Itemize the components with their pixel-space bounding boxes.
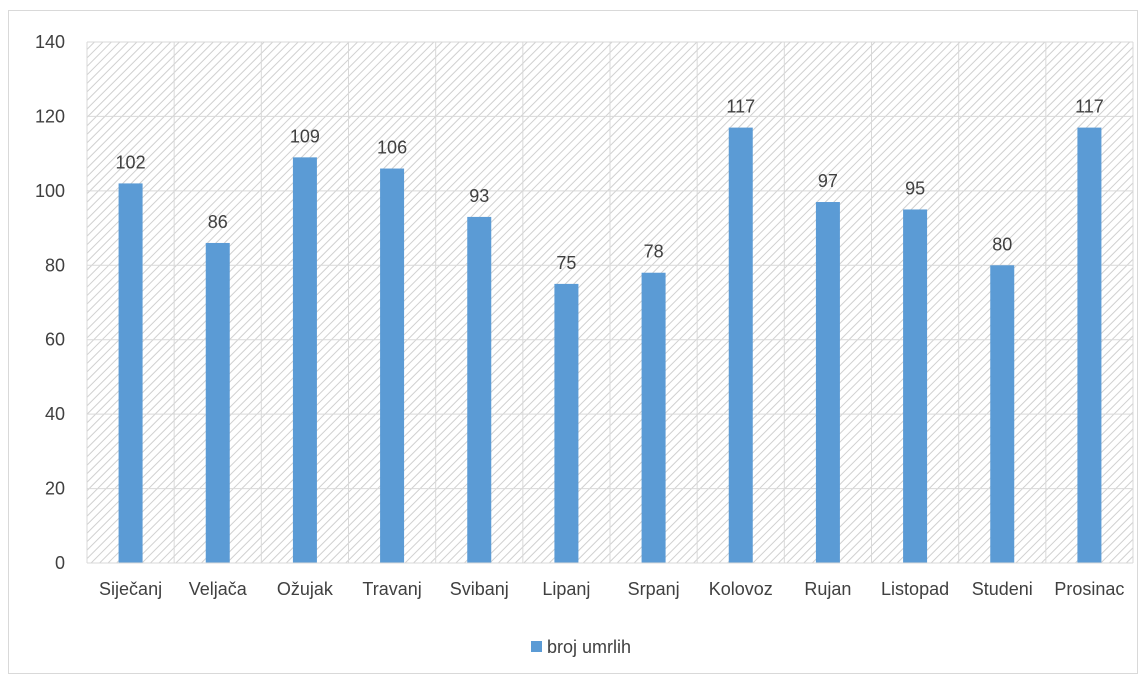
data-label: 93 — [469, 186, 489, 206]
legend-label: broj umrlih — [547, 637, 631, 657]
legend-swatch — [531, 641, 542, 652]
bar — [990, 265, 1015, 563]
data-label: 109 — [290, 126, 320, 146]
bar — [554, 283, 579, 563]
bar — [1077, 127, 1102, 563]
data-label: 86 — [208, 212, 228, 232]
data-label: 95 — [905, 178, 925, 198]
bar — [728, 127, 753, 563]
y-tick-label: 100 — [35, 181, 65, 201]
data-labels: 102 86 109 106 93 75 78 117 97 95 80 117 — [116, 97, 1104, 273]
gridlines — [86, 41, 1134, 564]
data-label: 106 — [377, 138, 407, 158]
bar — [815, 202, 840, 563]
data-label: 102 — [116, 152, 146, 172]
x-tick-label: Ožujak — [277, 579, 334, 599]
x-tick-label: Rujan — [804, 579, 851, 599]
data-label: 80 — [992, 234, 1012, 254]
bar — [205, 242, 230, 563]
data-label: 75 — [556, 253, 576, 273]
y-tick-label: 120 — [35, 106, 65, 126]
y-tick-label: 140 — [35, 32, 65, 52]
y-tick-label: 80 — [45, 255, 65, 275]
x-tick-label: Siječanj — [99, 579, 162, 599]
data-label: 78 — [644, 242, 664, 262]
x-tick-label: Veljača — [189, 579, 248, 599]
y-axis: 0 20 40 60 80 100 120 140 — [35, 32, 65, 573]
y-tick-label: 20 — [45, 479, 65, 499]
data-label: 97 — [818, 171, 838, 191]
bar — [118, 183, 143, 563]
bar — [467, 216, 492, 563]
x-tick-label: Travanj — [362, 579, 421, 599]
x-axis: Siječanj Veljača Ožujak Travanj Svibanj Lipan… — [87, 562, 1133, 599]
legend: broj umrlih — [531, 637, 631, 657]
y-tick-label: 0 — [55, 553, 65, 573]
x-tick-label: Studeni — [972, 579, 1033, 599]
y-tick-label: 40 — [45, 404, 65, 424]
x-tick-label: Svibanj — [450, 579, 509, 599]
bar — [903, 209, 928, 563]
bar — [641, 272, 666, 563]
data-label: 117 — [1075, 97, 1104, 117]
bars — [118, 127, 1102, 563]
x-tick-label: Srpanj — [628, 579, 680, 599]
x-tick-label: Lipanj — [542, 579, 590, 599]
x-tick-label: Prosinac — [1054, 579, 1124, 599]
y-tick-label: 60 — [45, 330, 65, 350]
bar — [292, 157, 317, 563]
data-label: 117 — [726, 97, 755, 117]
x-tick-label: Listopad — [881, 579, 949, 599]
x-tick-label: Kolovoz — [709, 579, 773, 599]
bar — [380, 168, 405, 563]
